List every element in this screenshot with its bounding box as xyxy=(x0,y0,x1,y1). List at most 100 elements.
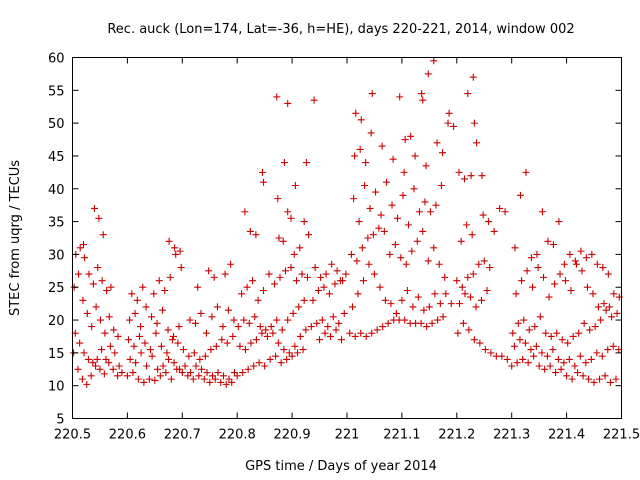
data-point xyxy=(414,293,422,301)
data-point xyxy=(181,362,189,370)
data-point xyxy=(388,201,396,209)
data-point xyxy=(423,323,431,331)
data-point xyxy=(355,218,363,226)
x-axis: 220.5 220.6 220.7 220.8 220.9 221 221.1 221.2 22… xyxy=(54,57,640,443)
data-point xyxy=(400,168,408,176)
data-point xyxy=(148,313,156,321)
data-point xyxy=(83,309,91,317)
data-point xyxy=(322,270,330,278)
data-point xyxy=(542,329,550,337)
data-point xyxy=(354,290,362,298)
data-point xyxy=(90,204,98,212)
data-point xyxy=(383,178,391,186)
data-point xyxy=(593,260,601,268)
x-tick-label: 220.7 xyxy=(164,428,201,443)
data-point xyxy=(426,208,434,216)
data-point xyxy=(529,283,537,291)
data-point xyxy=(599,264,607,272)
data-point xyxy=(250,362,258,370)
data-point xyxy=(600,300,608,308)
data-point xyxy=(92,303,100,311)
data-point xyxy=(321,329,329,337)
data-point xyxy=(223,339,231,347)
data-point xyxy=(206,378,214,386)
y-tick-label: 40 xyxy=(48,183,65,198)
data-point xyxy=(496,204,504,212)
data-point xyxy=(328,260,336,268)
data-point xyxy=(241,346,249,354)
data-point xyxy=(75,270,83,278)
data-point xyxy=(516,191,524,199)
y-tick-label: 60 xyxy=(48,52,65,67)
data-point xyxy=(305,231,313,239)
data-point xyxy=(431,290,439,298)
data-point xyxy=(468,231,476,239)
data-point xyxy=(372,188,380,196)
data-point xyxy=(324,323,332,331)
data-point xyxy=(439,313,447,321)
data-point xyxy=(424,70,432,78)
data-point xyxy=(162,369,170,377)
data-point xyxy=(518,277,526,285)
data-point xyxy=(284,99,292,107)
y-tick-label: 50 xyxy=(48,117,65,132)
data-point xyxy=(590,378,598,386)
data-point xyxy=(111,349,119,357)
data-point xyxy=(166,273,174,281)
data-point xyxy=(566,250,574,258)
data-point xyxy=(95,214,103,222)
data-point xyxy=(79,241,87,249)
data-point xyxy=(485,218,493,226)
data-point xyxy=(530,352,538,360)
data-point xyxy=(296,244,304,252)
data-point xyxy=(576,352,584,360)
data-point xyxy=(254,296,262,304)
data-point xyxy=(99,231,107,239)
y-tick-label: 15 xyxy=(48,347,65,362)
data-point xyxy=(126,316,134,324)
data-point xyxy=(137,323,145,331)
data-point xyxy=(503,355,511,363)
data-point xyxy=(94,264,102,272)
data-point xyxy=(101,329,109,337)
chart-title: Rec. auck (Lon=174, Lat=-36, h=HE), days… xyxy=(107,22,574,37)
data-point xyxy=(241,208,249,216)
data-point xyxy=(320,283,328,291)
data-point xyxy=(170,359,178,367)
data-point xyxy=(103,287,111,295)
data-point xyxy=(258,329,266,337)
data-point xyxy=(389,155,397,163)
data-point xyxy=(225,375,233,383)
data-point xyxy=(294,349,302,357)
data-point xyxy=(533,250,541,258)
data-point xyxy=(88,323,96,331)
data-point xyxy=(340,309,348,317)
data-point xyxy=(309,296,317,304)
data-point xyxy=(192,362,200,370)
data-point xyxy=(176,247,184,255)
data-point xyxy=(133,296,141,304)
data-point xyxy=(415,208,423,216)
data-point xyxy=(564,339,572,347)
data-point xyxy=(409,303,417,311)
data-point xyxy=(417,319,425,327)
data-point xyxy=(478,296,486,304)
data-point xyxy=(538,208,546,216)
data-point xyxy=(159,362,167,370)
x-tick-label: 220.9 xyxy=(273,428,310,443)
data-point xyxy=(129,369,137,377)
data-point xyxy=(176,365,184,373)
data-point xyxy=(467,172,475,180)
data-point xyxy=(260,178,268,186)
data-point xyxy=(275,234,283,242)
data-point xyxy=(300,218,308,226)
data-point xyxy=(287,214,295,222)
data-point xyxy=(79,296,87,304)
data-point xyxy=(609,342,617,350)
data-point xyxy=(221,270,229,278)
data-point xyxy=(348,303,356,311)
x-tick-label: 221.2 xyxy=(438,428,475,443)
data-point xyxy=(586,326,594,334)
data-point xyxy=(142,303,150,311)
